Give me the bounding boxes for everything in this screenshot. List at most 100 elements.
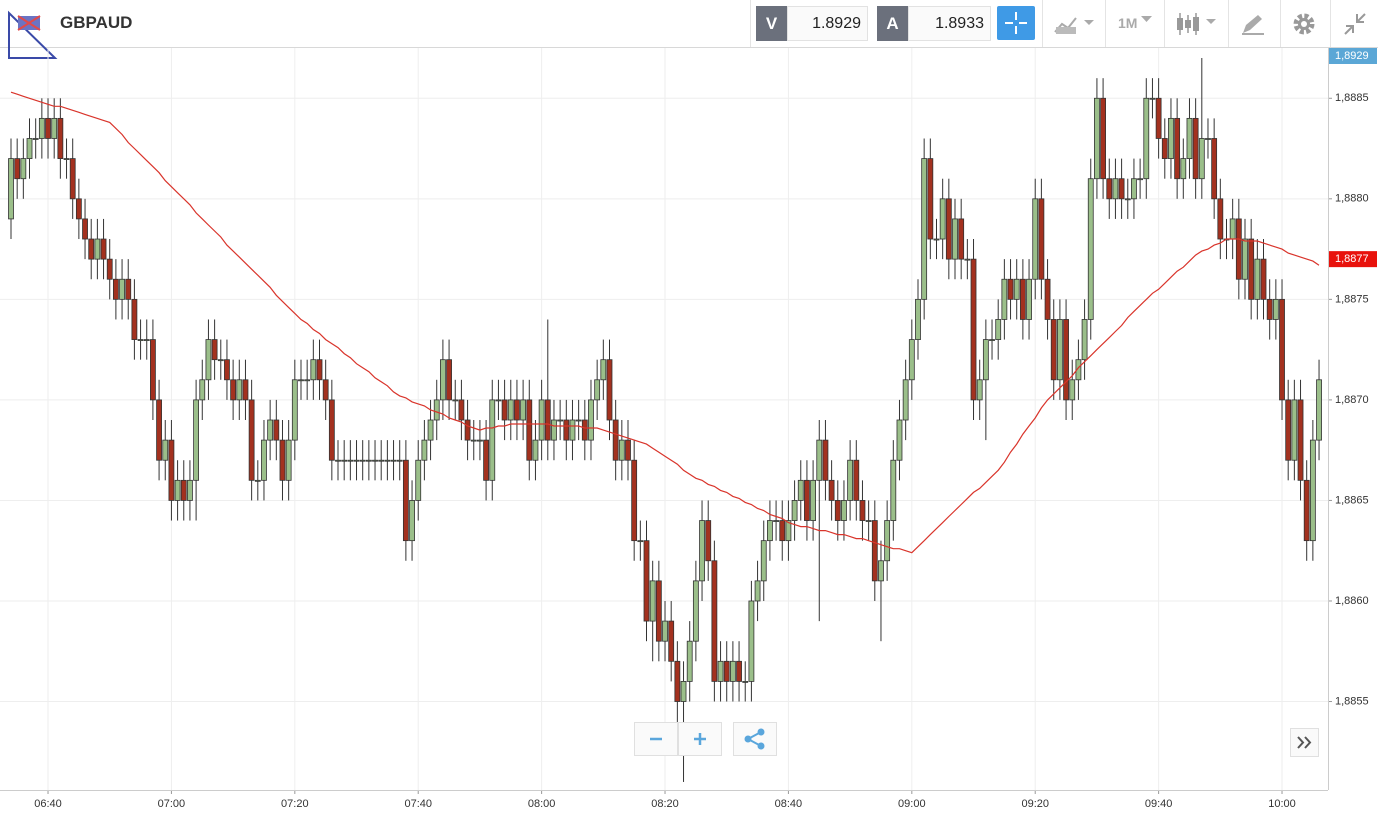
candle-body xyxy=(421,439,428,461)
bid-price[interactable]: 1.8929 xyxy=(787,6,868,41)
candle-body xyxy=(989,339,995,341)
x-tick-label: 09:20 xyxy=(1021,798,1049,810)
candle-body xyxy=(834,500,841,521)
candle-body xyxy=(1081,319,1088,361)
candle-body xyxy=(1149,97,1156,100)
candle-body xyxy=(662,620,668,642)
candle-body xyxy=(588,399,594,441)
candle-body xyxy=(359,459,366,462)
candle-body xyxy=(248,399,255,481)
draw-button[interactable] xyxy=(1240,12,1266,36)
timeframe[interactable]: 1M xyxy=(1118,15,1138,31)
candle-body xyxy=(267,419,274,441)
crosshair-button[interactable] xyxy=(997,6,1035,40)
candle-body xyxy=(285,439,292,481)
candle-body xyxy=(82,218,88,240)
candle-body xyxy=(1309,439,1316,542)
candle-body xyxy=(378,459,385,462)
candle-body xyxy=(600,359,607,381)
candle-body xyxy=(976,379,983,401)
candle-body xyxy=(995,319,1002,340)
candle-body xyxy=(878,560,884,582)
x-tick-label: 10:00 xyxy=(1268,798,1296,810)
candle-body xyxy=(625,439,631,461)
candle-body xyxy=(1266,298,1273,320)
candle-body xyxy=(131,298,138,340)
ask-price[interactable]: 1.8933 xyxy=(908,6,991,41)
candle-body xyxy=(137,339,144,341)
candle-body xyxy=(736,660,742,682)
price-tag xyxy=(1329,48,1377,64)
candle-body xyxy=(754,580,761,602)
candle-body xyxy=(890,459,897,521)
candle-body xyxy=(38,117,45,139)
x-tick-label: 07:00 xyxy=(158,798,186,810)
candle-body xyxy=(1205,138,1211,140)
candle-body xyxy=(1038,198,1045,280)
candle-body xyxy=(686,640,693,682)
candles xyxy=(8,58,1322,782)
y-tick-label: 1,8875 xyxy=(1335,293,1369,305)
candle-body xyxy=(1242,238,1248,280)
candle-body xyxy=(902,379,909,421)
candle-body xyxy=(1285,399,1292,461)
candle-body xyxy=(187,479,193,501)
candle-body xyxy=(1174,117,1181,180)
chart-type-button[interactable] xyxy=(1052,12,1100,36)
candle-body xyxy=(1211,138,1218,200)
candle-body xyxy=(63,158,70,160)
candle-body xyxy=(304,379,311,382)
candle-body xyxy=(464,419,471,441)
share-button[interactable] xyxy=(733,722,777,756)
candle-body xyxy=(575,419,582,422)
candle-body xyxy=(680,681,687,702)
candle-body xyxy=(884,520,891,562)
candle-body xyxy=(1007,278,1014,300)
collapse-button[interactable] xyxy=(1342,11,1368,37)
candle-body xyxy=(612,419,619,461)
candle-body xyxy=(760,540,767,582)
candle-body xyxy=(711,560,718,682)
candle-body xyxy=(1124,198,1131,201)
candle-body xyxy=(618,439,625,461)
ask-label[interactable]: A xyxy=(877,6,908,41)
candle-body xyxy=(1100,97,1106,180)
candle-body xyxy=(322,379,329,401)
candle-body xyxy=(1316,379,1322,441)
candle-body xyxy=(649,580,656,622)
candle-body xyxy=(520,399,527,421)
candle-body xyxy=(26,138,33,159)
candle-body xyxy=(1094,97,1100,180)
candle-type-button[interactable] xyxy=(1174,10,1222,38)
candle-body xyxy=(341,459,348,462)
candle-body xyxy=(328,399,335,461)
candle-body xyxy=(804,479,810,521)
candle-body xyxy=(501,399,508,421)
candle-body xyxy=(180,479,187,501)
candle-body xyxy=(353,459,360,462)
scroll-end-button[interactable] xyxy=(1290,728,1320,758)
candle-body xyxy=(1026,278,1032,320)
x-tick-label: 09:00 xyxy=(898,798,926,810)
candle-body xyxy=(242,379,249,401)
timeframe-arrow[interactable] xyxy=(1140,14,1154,24)
candle-body xyxy=(384,459,391,462)
separator xyxy=(1164,0,1165,47)
separator xyxy=(1330,0,1331,47)
candle-body xyxy=(637,540,644,543)
candle-body xyxy=(785,520,792,542)
candle-body xyxy=(20,158,27,180)
candle-body xyxy=(230,379,237,401)
candle-body xyxy=(217,359,224,362)
settings-button[interactable] xyxy=(1291,11,1317,37)
bid-label[interactable]: V xyxy=(756,6,787,41)
candle-body xyxy=(1297,399,1304,481)
candle-body xyxy=(958,218,965,260)
candle-body xyxy=(452,399,459,402)
candle-body xyxy=(347,459,354,462)
candle-body xyxy=(396,459,403,462)
candle-body xyxy=(773,520,779,522)
candle-body xyxy=(205,339,212,381)
candle-body xyxy=(291,379,298,441)
candle-body xyxy=(1303,479,1310,542)
